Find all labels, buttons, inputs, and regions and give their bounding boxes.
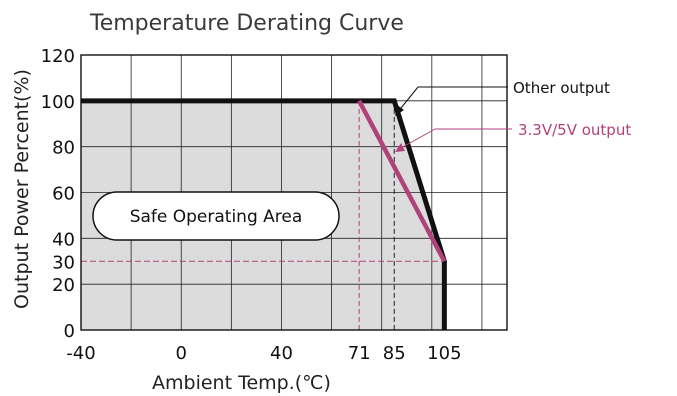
safe-area-label: Safe Operating Area bbox=[92, 191, 340, 241]
series-line-other-output bbox=[81, 98, 447, 330]
y-tick-label: 40 bbox=[52, 229, 75, 250]
callout-arrowhead-3v3-5v-output bbox=[395, 143, 405, 152]
x-tick-label: 85 bbox=[383, 343, 406, 364]
x-tick-label: 0 bbox=[176, 343, 187, 364]
y-tick-label: 100 bbox=[41, 92, 75, 113]
callout-arrow-3v3-5v-output bbox=[400, 128, 436, 149]
legend-annotations: Other output 3.3V/5V output bbox=[395, 79, 631, 152]
y-tick-label: 60 bbox=[52, 184, 75, 205]
y-tick-label: 0 bbox=[64, 321, 75, 342]
x-axis-title: Ambient Temp.(℃) bbox=[152, 372, 331, 394]
x-tick-label: 105 bbox=[427, 343, 461, 364]
x-tick-label: 71 bbox=[348, 343, 371, 364]
chart-title: Temperature Derating Curve bbox=[89, 11, 404, 36]
callout-arrowhead-other-output bbox=[395, 105, 404, 116]
x-axis-tick-labels: -40 0 40 71 85 105 bbox=[66, 343, 461, 364]
legend-label-other-output: Other output bbox=[513, 79, 610, 97]
y-tick-label: 20 bbox=[52, 275, 75, 296]
y-tick-label: 120 bbox=[41, 46, 75, 67]
y-tick-label: 30 bbox=[52, 252, 75, 273]
x-tick-label: -40 bbox=[66, 343, 95, 364]
legend-label-3v3-5v-output: 3.3V/5V output bbox=[518, 121, 631, 139]
series-line-3v3-5v-output bbox=[357, 99, 447, 263]
safe-area-label-text: Safe Operating Area bbox=[130, 207, 303, 227]
y-tick-label: 80 bbox=[52, 138, 75, 159]
y-axis-title: Output Power Percent(%) bbox=[11, 69, 33, 309]
safe-area-label-box bbox=[92, 191, 340, 241]
x-tick-label: 40 bbox=[270, 343, 293, 364]
plot-frame bbox=[80, 54, 508, 331]
reference-lines bbox=[81, 100, 445, 330]
